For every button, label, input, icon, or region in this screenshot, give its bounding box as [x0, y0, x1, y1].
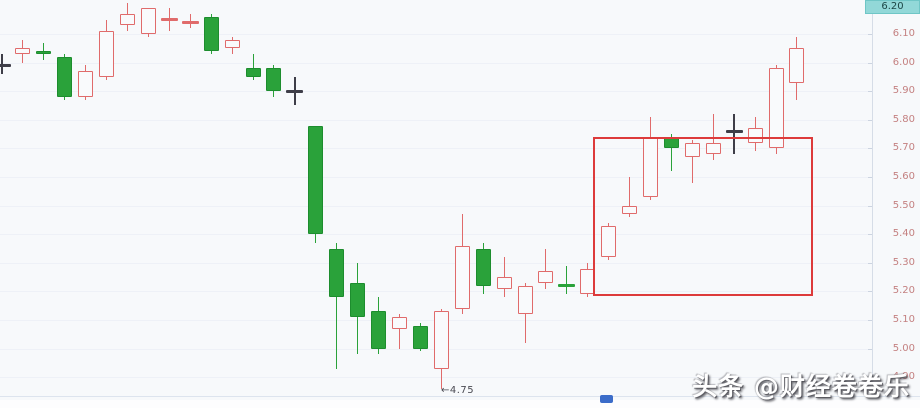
- candle-body: [36, 51, 52, 55]
- y-axis-label: 5.00: [892, 342, 915, 354]
- bottom-marker-icon: [600, 395, 613, 403]
- candle-wick: [629, 177, 631, 218]
- candle-body: [224, 39, 240, 49]
- candle-wick: [670, 134, 672, 172]
- gridline: [0, 234, 872, 236]
- gridline: [0, 205, 872, 207]
- y-axis-label: 4.90: [892, 371, 915, 383]
- axis-tick: [868, 119, 872, 121]
- y-axis-label: 5.30: [892, 256, 915, 268]
- candle-body: [57, 56, 73, 97]
- candle-body: [391, 317, 407, 329]
- axis-tick: [868, 34, 872, 35]
- candle-body: [266, 68, 282, 92]
- candle-body: [120, 13, 136, 26]
- axis-tick: [868, 177, 872, 178]
- candle-body: [78, 71, 94, 97]
- axis-tick: [868, 377, 872, 379]
- candle-body: [308, 125, 324, 235]
- axis-tick: [868, 234, 872, 236]
- candle-wick: [691, 139, 693, 183]
- candle-body: [725, 129, 743, 133]
- candle-body: [99, 31, 115, 77]
- candle-body: [538, 271, 554, 283]
- bottom-strip: [0, 400, 920, 408]
- candle-body: [558, 284, 576, 288]
- y-axis-label: 5.40: [892, 228, 915, 240]
- gridline: [0, 34, 872, 35]
- candle-body: [601, 225, 617, 258]
- gridline: [0, 291, 872, 293]
- axis-tick: [868, 91, 872, 93]
- axis-tick: [868, 148, 872, 150]
- candle-wick: [398, 314, 400, 349]
- candle-body: [245, 68, 261, 77]
- candle-body: [496, 277, 512, 289]
- candle-body: [371, 311, 387, 349]
- candle-body: [412, 325, 428, 349]
- y-axis-label: 5.10: [892, 314, 915, 325]
- gridline: [0, 62, 872, 64]
- axis-tick: [868, 262, 872, 264]
- candle-body: [0, 63, 11, 67]
- gridline: [0, 177, 872, 178]
- y-axis-label: 5.80: [892, 113, 915, 125]
- candle-body: [747, 128, 763, 143]
- highlight-box-annotation: [593, 137, 813, 296]
- candle-body: [160, 18, 178, 22]
- watermark-handle: @财经卷卷乐: [753, 372, 910, 401]
- y-axis-label: 5.50: [892, 199, 915, 211]
- y-axis-label: 5.90: [892, 85, 915, 97]
- axis-tick: [868, 320, 872, 321]
- candle-wick: [566, 265, 568, 295]
- candle-wick: [733, 114, 736, 155]
- low-price-annotation: ←4.75: [441, 385, 475, 396]
- candle-body: [454, 245, 470, 309]
- candle-body: [140, 8, 156, 34]
- candle-body: [203, 16, 219, 52]
- gridline: [0, 377, 872, 379]
- axis-tick: [868, 348, 872, 350]
- candle-body: [181, 21, 199, 25]
- candle-body: [789, 48, 805, 83]
- x-axis-line: [0, 396, 920, 397]
- candle-body: [517, 285, 533, 315]
- candle-body: [286, 89, 304, 93]
- candle-body: [622, 205, 638, 215]
- candle-body: [433, 311, 449, 369]
- axis-tick: [868, 62, 872, 64]
- axis-tick: [868, 291, 872, 293]
- candle-body: [705, 142, 721, 155]
- candle-wick: [712, 114, 714, 160]
- candle-body: [684, 142, 700, 157]
- gridline: [0, 119, 872, 121]
- gridline: [0, 262, 872, 264]
- y-axis-label: 5.70: [892, 142, 915, 154]
- watermark-source: 头条: [692, 372, 745, 401]
- y-axis-label: 6.10: [892, 28, 915, 39]
- current-price-tag: 6.20: [865, 0, 920, 14]
- axis-tick: [868, 205, 872, 207]
- candle-body: [350, 282, 366, 318]
- candle-body: [768, 68, 784, 149]
- y-axis-label: 5.20: [892, 285, 915, 297]
- candle-body: [329, 248, 345, 298]
- y-axis-label: 6.00: [892, 56, 915, 68]
- y-axis-line: [872, 0, 873, 397]
- candle-wick: [336, 242, 338, 369]
- gridline: [0, 148, 872, 150]
- watermark: 头条 @财经卷卷乐: [692, 367, 910, 403]
- candle-wick: [545, 248, 547, 289]
- candle-body: [475, 248, 491, 286]
- y-axis-label: 5.60: [892, 171, 915, 182]
- gridline: [0, 91, 872, 93]
- candle-body: [15, 48, 31, 55]
- candle-wick: [252, 54, 254, 80]
